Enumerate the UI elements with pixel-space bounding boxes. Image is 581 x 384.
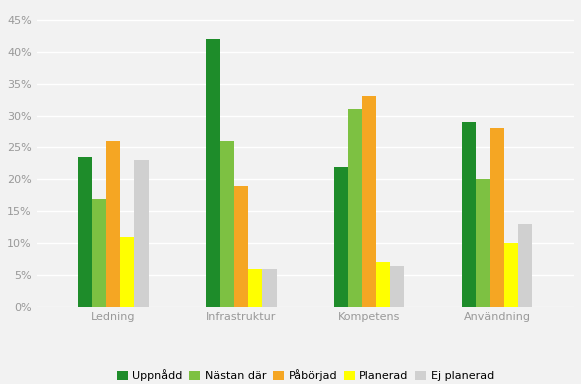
Legend: Uppnådd, Nästan där, Påbörjad, Planerad, Ej planerad: Uppnådd, Nästan där, Påbörjad, Planerad,…: [112, 365, 498, 384]
Bar: [376, 263, 390, 307]
Bar: [120, 237, 134, 307]
Bar: [134, 160, 149, 307]
Bar: [390, 266, 404, 307]
Bar: [263, 269, 277, 307]
Bar: [504, 243, 518, 307]
Bar: [490, 128, 504, 307]
Bar: [518, 224, 532, 307]
Bar: [334, 167, 348, 307]
Bar: [476, 179, 490, 307]
Bar: [220, 141, 234, 307]
Bar: [92, 199, 106, 307]
Bar: [462, 122, 476, 307]
Bar: [363, 96, 376, 307]
Bar: [106, 141, 120, 307]
Bar: [206, 39, 220, 307]
Bar: [248, 269, 263, 307]
Bar: [348, 109, 363, 307]
Bar: [78, 157, 92, 307]
Bar: [234, 186, 248, 307]
